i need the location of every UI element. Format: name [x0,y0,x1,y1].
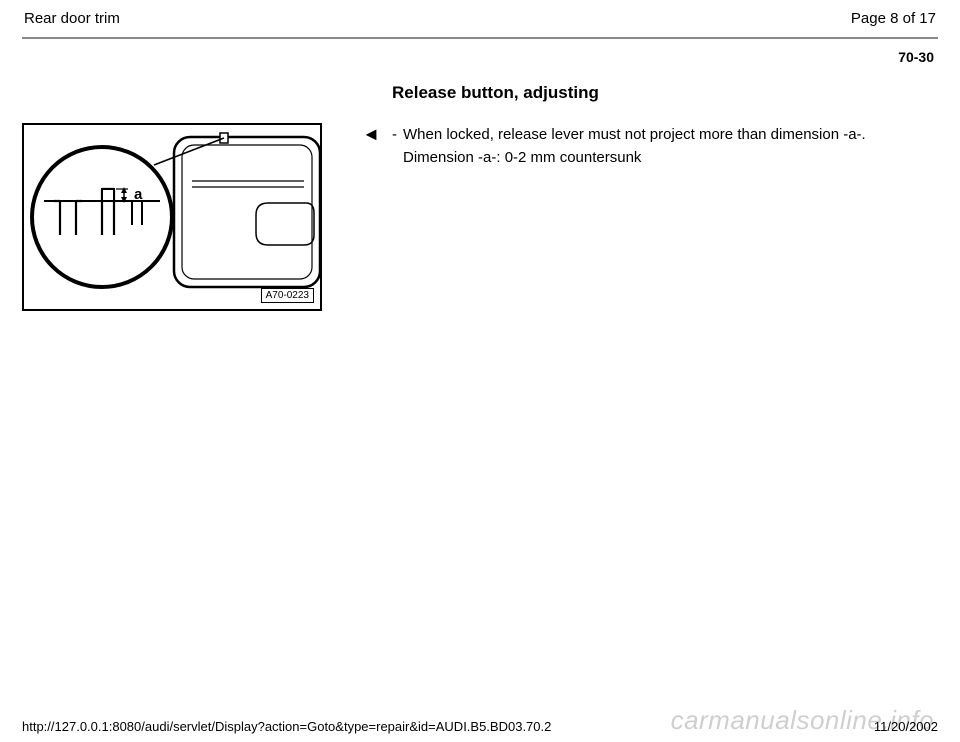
section-title: Release button, adjusting [392,83,938,103]
figure-wrap: a A70-0223 [22,123,342,311]
top-header: Rear door trim Page 8 of 17 [22,10,938,37]
page-root: Rear door trim Page 8 of 17 70-30 Releas… [0,0,960,742]
arrow-marker: ◄ [342,123,392,143]
footer-url: http://127.0.0.1:8080/audi/servlet/Displ… [22,719,551,734]
instruction-line1: When locked, release lever must not proj… [403,126,866,143]
content-row: a A70-0223 ◄ - When locked, release leve… [22,123,938,311]
doc-title: Rear door trim [24,10,120,27]
page-indicator: Page 8 of 17 [851,10,936,27]
bullet: - [392,123,397,146]
figure-label: A70-0223 [261,288,314,303]
instruction-text: When locked, release lever must not proj… [403,123,866,170]
header-divider [22,37,938,39]
technical-figure: a A70-0223 [22,123,322,311]
instruction-item: - When locked, release lever must not pr… [392,123,938,170]
footer: http://127.0.0.1:8080/audi/servlet/Displ… [22,719,938,734]
dimension-letter: a [134,186,143,203]
page-reference: 70-30 [22,49,938,65]
footer-date: 11/20/2002 [874,719,938,734]
instruction-block: - When locked, release lever must not pr… [392,123,938,170]
instruction-line2: Dimension -a-: 0-2 mm countersunk [403,149,641,166]
